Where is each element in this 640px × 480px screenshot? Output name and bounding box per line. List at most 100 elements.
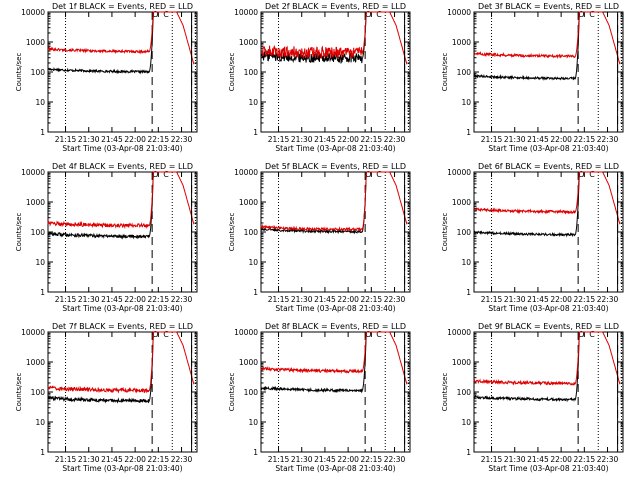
x-tick-label: 22:30: [171, 295, 193, 304]
x-tick-label: 21:30: [291, 295, 313, 304]
plot-frame: [473, 331, 624, 453]
x-tick-label: 22:15: [148, 455, 170, 464]
x-tick-label: 21:15: [55, 455, 77, 464]
x-tick-label: 21:30: [78, 455, 100, 464]
chart-panel: Det 3f BLACK = Events, RED = LLD 1 10 100 10…: [441, 2, 624, 153]
x-tick-label: 22:00: [337, 295, 359, 304]
y-tick-label: 1000: [239, 358, 258, 367]
x-tick-label: 22:15: [574, 135, 596, 144]
x-tick-label: 21:30: [504, 455, 526, 464]
marker-label-close: C: [163, 170, 169, 179]
x-tick-label: 21:15: [55, 295, 77, 304]
x-tick-label: 22:00: [337, 455, 359, 464]
y-tick-label: 10: [35, 98, 45, 107]
chart-title: Det 1f BLACK = Events, RED = LLD: [52, 2, 193, 11]
chart-title: Det 6f BLACK = Events, RED = LLD: [478, 162, 619, 171]
x-axis-label: Start Time (03-Apr-08 21:03:40): [488, 464, 608, 473]
plot-frame: [473, 171, 624, 293]
x-tick-label: 21:30: [78, 295, 100, 304]
marker-label-open: O: [152, 170, 158, 179]
y-tick-label: 1: [253, 448, 258, 457]
x-tick-label: 22:30: [597, 295, 619, 304]
y-axis-label: Counts/sec: [228, 213, 236, 252]
y-tick-label: 10: [248, 258, 258, 267]
x-tick-label: 22:00: [124, 135, 146, 144]
marker-label-close: C: [163, 10, 169, 19]
series-lld-line: [260, 11, 408, 65]
marker-label-open: O: [578, 330, 584, 339]
marker-label-close: C: [376, 330, 382, 339]
chart-panel: Det 7f BLACK = Events, RED = LLD 1 10 100 10…: [15, 322, 198, 473]
y-tick-label: 1000: [452, 198, 471, 207]
x-tick-label: 21:45: [527, 455, 549, 464]
x-tick-label: 22:15: [148, 295, 170, 304]
chart-panel: Det 5f BLACK = Events, RED = LLD 1 10 100 10…: [228, 162, 411, 313]
marker-label-open: O: [365, 10, 371, 19]
x-tick-label: 21:15: [481, 295, 503, 304]
x-tick-label: 21:15: [268, 295, 290, 304]
y-tick-label: 10: [35, 418, 45, 427]
series-lld-line: [260, 171, 408, 232]
y-tick-label: 1000: [239, 38, 258, 47]
x-tick-label: 21:45: [101, 135, 123, 144]
y-tick-label: 10: [248, 418, 258, 427]
x-tick-label: 22:30: [597, 135, 619, 144]
y-axis-label: Counts/sec: [441, 53, 449, 92]
x-tick-label: 21:30: [504, 135, 526, 144]
y-tick-label: 1000: [26, 358, 45, 367]
x-tick-label: 22:30: [384, 295, 406, 304]
y-tick-label: 1: [40, 288, 45, 297]
y-tick-label: 10000: [21, 328, 45, 337]
y-tick-label: 10000: [234, 8, 258, 17]
x-axis-label: Start Time (03-Apr-08 21:03:40): [62, 464, 182, 473]
x-tick-label: 21:45: [527, 135, 549, 144]
x-tick-label: 22:00: [550, 455, 572, 464]
y-tick-label: 100: [457, 68, 472, 77]
x-tick-label: 21:30: [291, 455, 313, 464]
y-tick-label: 1: [40, 448, 45, 457]
y-tick-label: 10000: [21, 168, 45, 177]
y-tick-label: 1: [466, 448, 471, 457]
y-tick-label: 1000: [452, 38, 471, 47]
y-axis-label: Counts/sec: [15, 373, 23, 412]
chart-panel: Det 9f BLACK = Events, RED = LLD 1 10 100 10…: [441, 322, 624, 473]
chart-title: Det 4f BLACK = Events, RED = LLD: [52, 162, 193, 171]
series-events-line: [47, 331, 194, 404]
x-tick-label: 21:45: [314, 295, 336, 304]
plot-frame: [260, 11, 411, 133]
y-tick-label: 1: [253, 288, 258, 297]
x-tick-label: 22:15: [361, 295, 383, 304]
y-tick-label: 10000: [234, 168, 258, 177]
y-axis-label: Counts/sec: [15, 53, 23, 92]
chart-panel: Det 8f BLACK = Events, RED = LLD 1 10 100 10…: [228, 322, 411, 473]
marker-label-close: C: [589, 10, 595, 19]
x-tick-label: 22:00: [550, 295, 572, 304]
y-tick-label: 100: [31, 388, 46, 397]
chart-title: Det 7f BLACK = Events, RED = LLD: [52, 322, 193, 331]
y-axis-label: Counts/sec: [228, 53, 236, 92]
x-tick-label: 22:30: [384, 135, 406, 144]
y-tick-label: 100: [457, 228, 472, 237]
x-tick-label: 21:45: [101, 455, 123, 464]
x-tick-label: 21:15: [55, 135, 77, 144]
series-events-line: [260, 11, 407, 65]
x-axis-label: Start Time (03-Apr-08 21:03:40): [62, 304, 182, 313]
x-axis-label: Start Time (03-Apr-08 21:03:40): [488, 144, 608, 153]
marker-label-open: O: [578, 10, 584, 19]
y-tick-label: 10000: [234, 328, 258, 337]
x-tick-label: 22:30: [384, 455, 406, 464]
x-tick-label: 21:30: [504, 295, 526, 304]
plot-frame: [473, 11, 624, 133]
x-tick-label: 21:15: [481, 135, 503, 144]
y-tick-label: 1000: [239, 198, 258, 207]
series-lld-line: [473, 171, 621, 225]
y-tick-label: 10: [461, 258, 471, 267]
y-axis-label: Counts/sec: [441, 373, 449, 412]
y-tick-label: 1000: [26, 38, 45, 47]
y-axis-label: Counts/sec: [228, 373, 236, 412]
chart-title: Det 8f BLACK = Events, RED = LLD: [265, 322, 406, 331]
y-tick-label: 100: [31, 68, 46, 77]
chart-title: Det 3f BLACK = Events, RED = LLD: [478, 2, 619, 11]
x-tick-label: 21:15: [268, 455, 290, 464]
